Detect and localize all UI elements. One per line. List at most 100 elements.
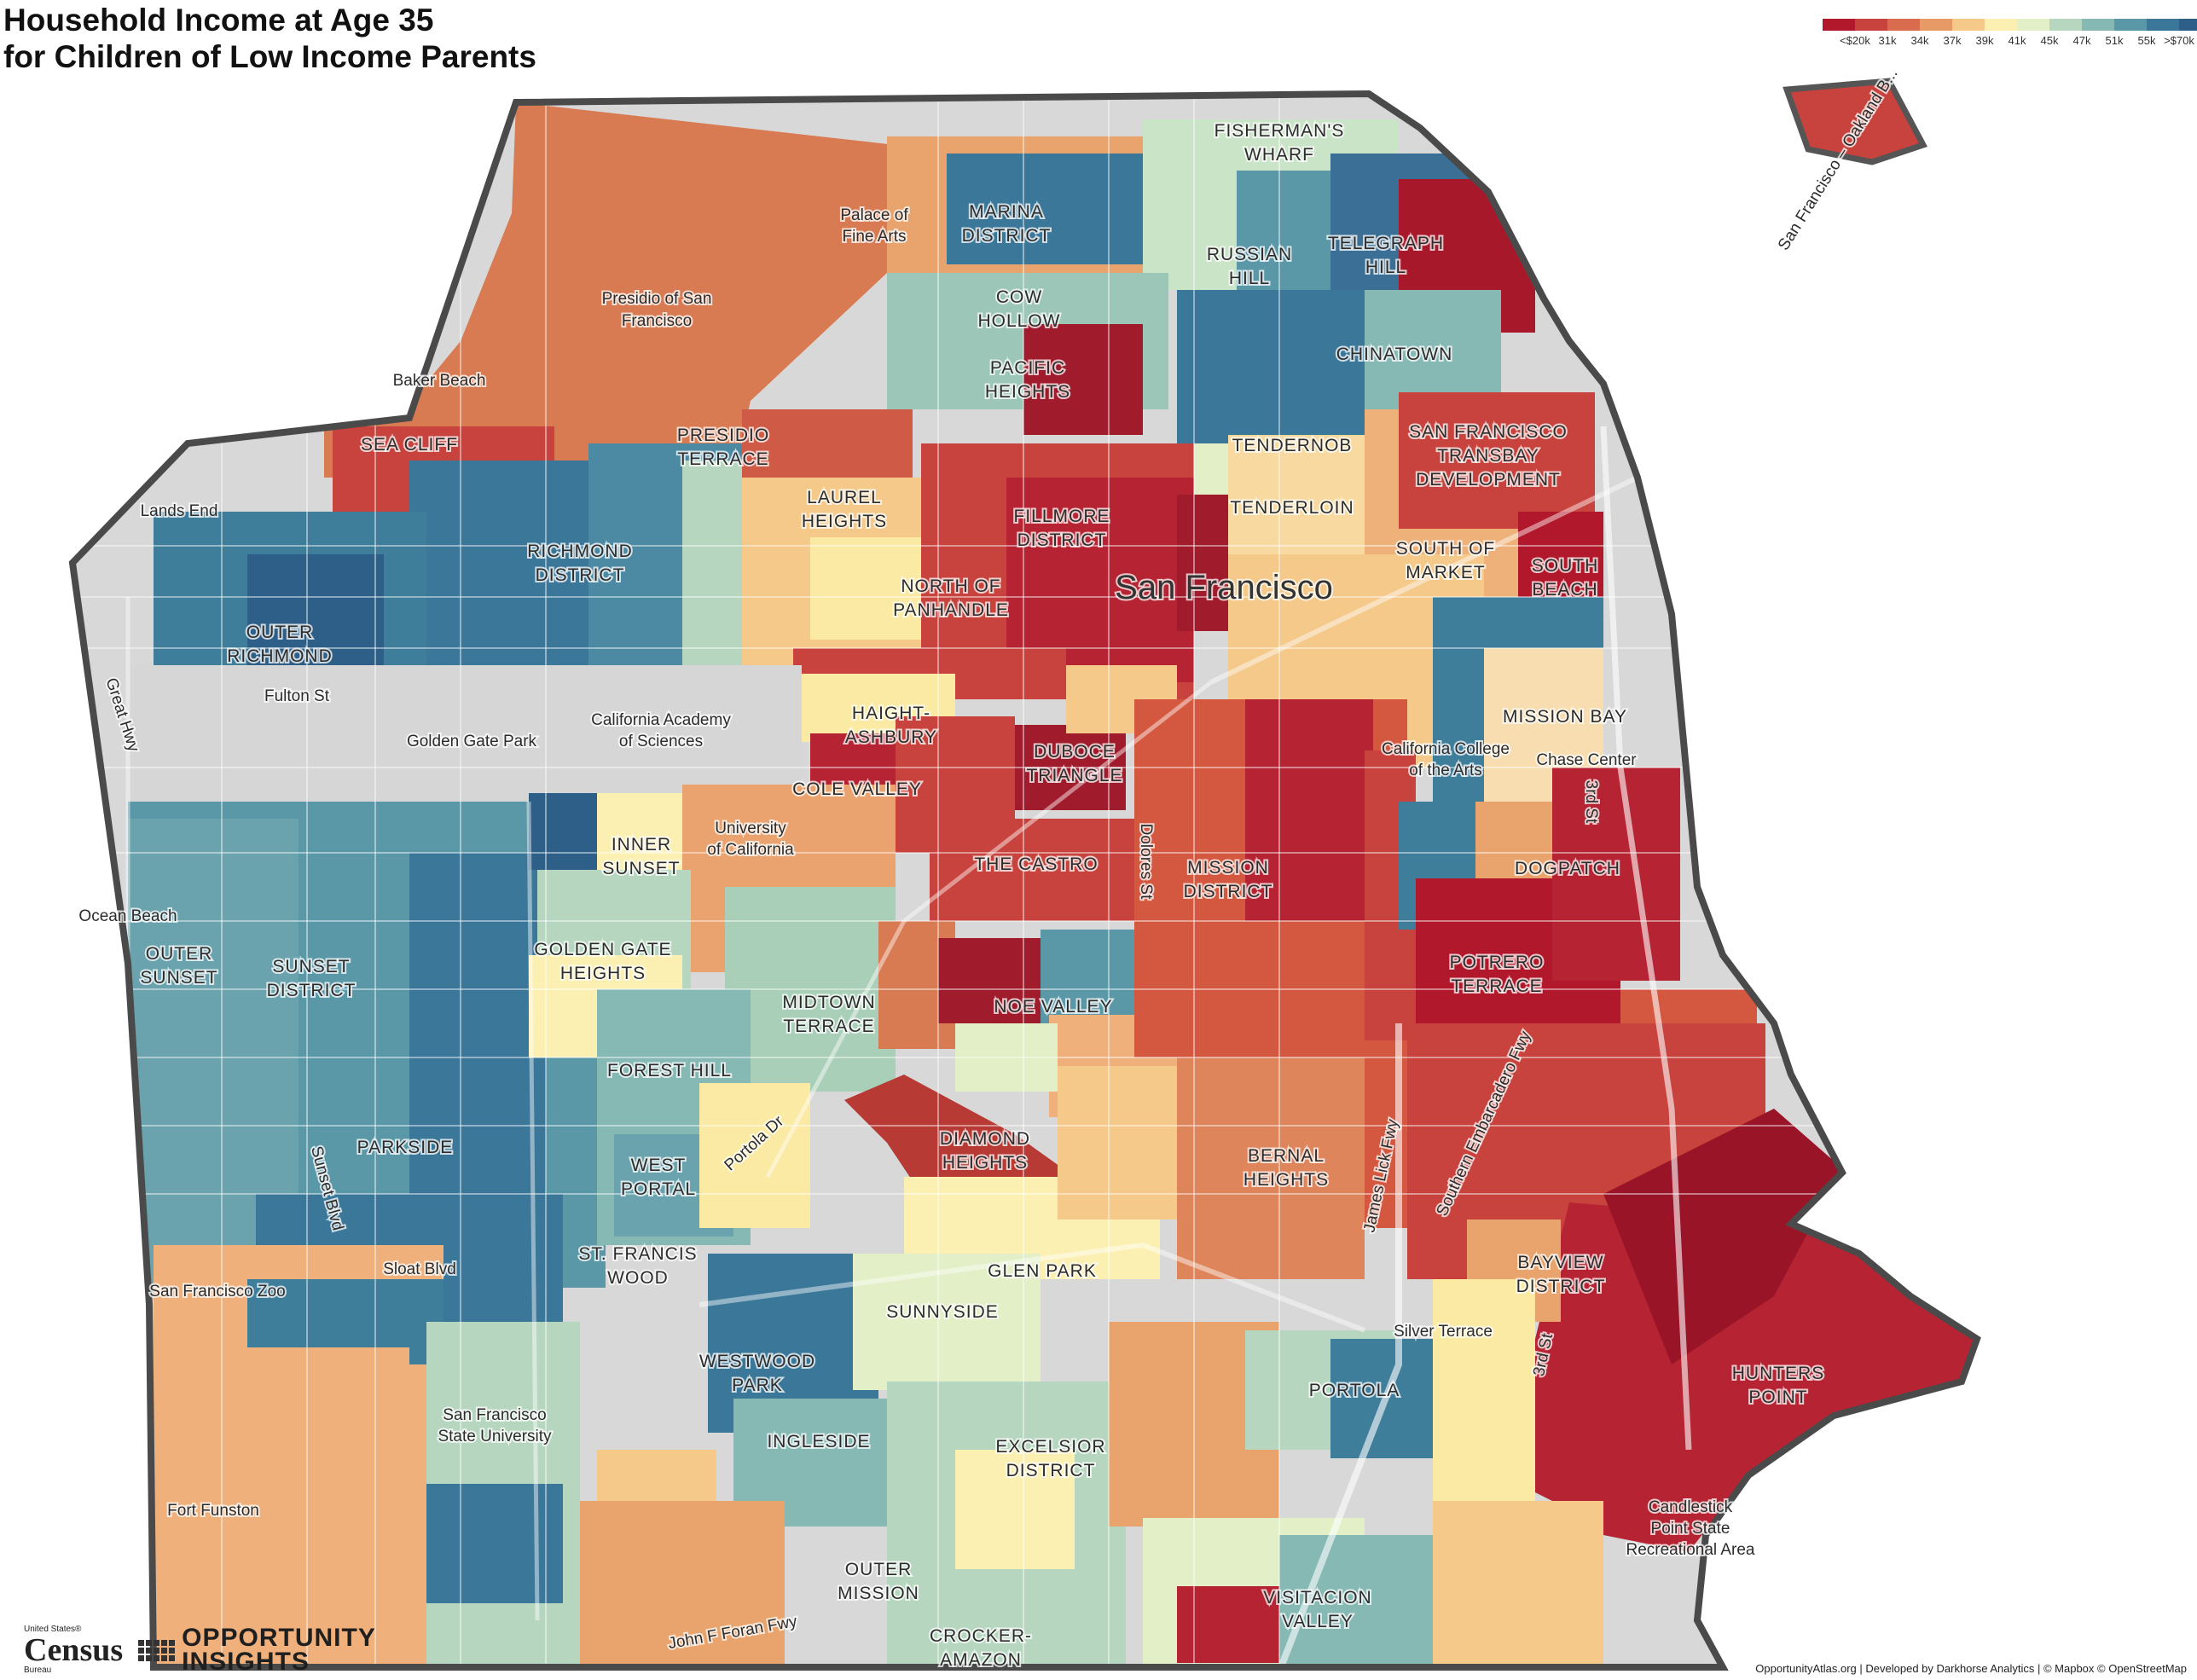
label-sunset-district[interactable]: SUNSET DISTRICT xyxy=(265,955,357,1002)
legend-swatch xyxy=(2147,19,2179,31)
label-west-portal[interactable]: WEST PORTAL xyxy=(619,1154,697,1201)
label-chase-center[interactable]: Chase Center xyxy=(1534,750,1638,771)
income-legend: <$20k 31k 34k 37k 39k 41k 45k 47k 51k 55k >$70k xyxy=(1823,19,2197,47)
census-bureau-logo: United States® Census Bureau xyxy=(24,1625,123,1675)
label-westwood-park[interactable]: WESTWOOD PARK xyxy=(698,1350,816,1397)
label-mission-district[interactable]: MISSION DISTRICT xyxy=(1182,856,1274,903)
label-sea-cliff[interactable]: SEA CLIFF xyxy=(359,433,459,456)
label-excelsior-district[interactable]: EXCELSIOR DISTRICT xyxy=(994,1435,1106,1482)
label-university-of-california[interactable]: University of California xyxy=(705,818,796,860)
legend-swatch xyxy=(1855,19,1887,31)
legend-tick-label: 34k xyxy=(1910,34,1929,47)
legend-tick-label: <$20k xyxy=(1840,34,1870,47)
label-cal-academy[interactable]: California Academy of Sciences xyxy=(589,710,733,752)
label-diamond-heights[interactable]: DIAMOND HEIGHTS xyxy=(938,1127,1031,1174)
map-title-line2: for Children of Low Income Parents xyxy=(3,39,536,74)
label-parkside[interactable]: PARKSIDE xyxy=(356,1136,455,1159)
legend-swatch xyxy=(2017,19,2049,31)
label-fishermans-wharf[interactable]: FISHERMAN'S WHARF xyxy=(1213,119,1346,166)
legend-swatch xyxy=(2114,19,2147,31)
legend-swatch xyxy=(2179,19,2197,31)
label-cca[interactable]: California College of the Arts xyxy=(1380,739,1511,781)
label-baker-beach[interactable]: Baker Beach xyxy=(391,370,488,391)
map-title-line1: Household Income at Age 35 xyxy=(3,3,434,38)
census-logo-line1: United States® xyxy=(24,1625,82,1634)
label-laurel-heights[interactable]: LAUREL HEIGHTS xyxy=(800,486,888,533)
legend-swatch xyxy=(1887,19,1920,31)
label-inner-sunset[interactable]: INNER SUNSET xyxy=(600,833,681,880)
label-mission-bay[interactable]: MISSION BAY xyxy=(1501,705,1628,728)
legend-swatch xyxy=(2082,19,2114,31)
legend-swatch xyxy=(1985,19,2017,31)
label-dolores-st[interactable]: Dolores St xyxy=(1135,822,1156,901)
logos: United States® Census Bureau OPPORTUNITY… xyxy=(24,1625,376,1675)
label-south-of-market[interactable]: SOUTH OF MARKET xyxy=(1394,537,1497,584)
label-ingleside[interactable]: INGLESIDE xyxy=(765,1430,871,1453)
label-outer-mission[interactable]: OUTER MISSION xyxy=(836,1558,920,1605)
label-transbay[interactable]: SAN FRANCISCO TRANSBAY DEVELOPMENT xyxy=(1407,420,1568,491)
label-outer-richmond[interactable]: OUTER RICHMOND xyxy=(225,621,333,668)
opportunity-insights-line1: OPPORTUNITY xyxy=(182,1624,376,1652)
label-lands-end[interactable]: Lands End xyxy=(139,501,220,522)
label-north-of-panhandle[interactable]: NORTH OF PANHANDLE xyxy=(891,575,1010,622)
label-tendernob[interactable]: TENDERNOB xyxy=(1231,434,1354,457)
legend-swatch xyxy=(2049,19,2082,31)
label-potrero-terrace[interactable]: POTRERO TERRACE xyxy=(1448,951,1545,998)
label-outer-sunset[interactable]: OUTER SUNSET xyxy=(138,942,218,989)
legend-tick-label: 31k xyxy=(1878,34,1897,47)
label-dogpatch[interactable]: DOGPATCH xyxy=(1513,857,1621,880)
label-sf-zoo[interactable]: San Francisco Zoo xyxy=(148,1281,287,1302)
label-portola[interactable]: PORTOLA xyxy=(1307,1379,1401,1402)
label-noe-valley[interactable]: NOE VALLEY xyxy=(992,995,1113,1018)
label-san-francisco[interactable]: San Francisco xyxy=(1113,567,1335,608)
opportunity-insights-line2: INSIGHTS xyxy=(182,1648,310,1676)
label-silver-terrace[interactable]: Silver Terrace xyxy=(1392,1321,1494,1342)
label-cow-hollow[interactable]: COW HOLLOW xyxy=(976,286,1061,333)
label-chinatown[interactable]: CHINATOWN xyxy=(1335,343,1454,366)
label-candlestick[interactable]: Candlestick Point State Recreational Area xyxy=(1624,1497,1756,1561)
label-golden-gate-park[interactable]: Golden Gate Park xyxy=(405,731,539,752)
label-fort-funston[interactable]: Fort Funston xyxy=(165,1500,261,1521)
label-fulton-st[interactable]: Fulton St xyxy=(263,686,332,707)
label-sunnyside[interactable]: SUNNYSIDE xyxy=(884,1301,1000,1324)
opportunity-insights-grid-icon xyxy=(138,1639,176,1661)
attribution-footer[interactable]: OpportunityAtlas.org | Developed by Dark… xyxy=(1755,1662,2187,1675)
label-forest-hill[interactable]: FOREST HILL xyxy=(606,1059,733,1082)
label-visitacion-valley[interactable]: VISITACION VALLEY xyxy=(1261,1586,1372,1633)
label-st-francis-wood[interactable]: ST. FRANCIS WOOD xyxy=(577,1243,698,1289)
legend-tick-label: 39k xyxy=(1975,34,1994,47)
label-palace-of-fine-arts[interactable]: Palace of Fine Arts xyxy=(838,205,910,247)
label-duboce-triangle[interactable]: DUBOCE TRIANGLE xyxy=(1024,740,1123,787)
legend-ticks: <$20k 31k 34k 37k 39k 41k 45k 47k 51k 55k >$70k xyxy=(1823,34,2197,47)
label-telegraph-hill[interactable]: TELEGRAPH HILL xyxy=(1326,232,1445,279)
label-the-castro[interactable]: THE CASTRO xyxy=(972,853,1098,876)
label-bayview-district[interactable]: BAYVIEW DISTRICT xyxy=(1515,1251,1607,1298)
label-midtown-terrace[interactable]: MIDTOWN TERRACE xyxy=(780,991,876,1038)
label-golden-gate-heights[interactable]: GOLDEN GATE HEIGHTS xyxy=(532,938,672,985)
label-glen-park[interactable]: GLEN PARK xyxy=(986,1260,1098,1283)
label-presidio-terrace[interactable]: PRESIDIO TERRACE xyxy=(675,424,770,471)
label-haight-ashbury[interactable]: HAIGHT-ASHBURY xyxy=(843,702,938,749)
label-sf-state[interactable]: San Francisco State University xyxy=(436,1405,554,1447)
label-south-beach[interactable]: SOUTH BEACH xyxy=(1530,554,1600,601)
label-sloat-blvd[interactable]: Sloat Blvd xyxy=(381,1259,458,1280)
label-pacific-heights[interactable]: PACIFIC HEIGHTS xyxy=(983,356,1071,403)
label-marina-district[interactable]: MARINA DISTRICT xyxy=(960,200,1052,247)
label-bernal-heights[interactable]: BERNAL HEIGHTS xyxy=(1242,1144,1330,1191)
label-tenderloin[interactable]: TENDERLOIN xyxy=(1228,496,1354,519)
label-ocean-beach[interactable]: Ocean Beach xyxy=(77,906,178,927)
census-logo-line3: Bureau xyxy=(24,1666,52,1675)
label-richmond-district[interactable]: RICHMOND DISTRICT xyxy=(525,540,634,587)
label-presidio[interactable]: Presidio of San Francisco xyxy=(600,288,714,332)
label-crocker-amazon[interactable]: CROCKER-AMAZON xyxy=(928,1625,1033,1671)
label-fillmore-district[interactable]: FILLMORE DISTRICT xyxy=(1012,505,1110,552)
legend-tick-label: 51k xyxy=(2105,34,2124,47)
label-hunters-point[interactable]: HUNTERS POINT xyxy=(1730,1362,1826,1409)
opportunity-insights-logo: OPPORTUNITY INSIGHTS xyxy=(138,1624,376,1676)
label-cole-valley[interactable]: COLE VALLEY xyxy=(791,778,923,801)
label-3rd-st-north[interactable]: 3rd St xyxy=(1580,779,1602,826)
label-russian-hill[interactable]: RUSSIAN HILL xyxy=(1205,243,1293,290)
